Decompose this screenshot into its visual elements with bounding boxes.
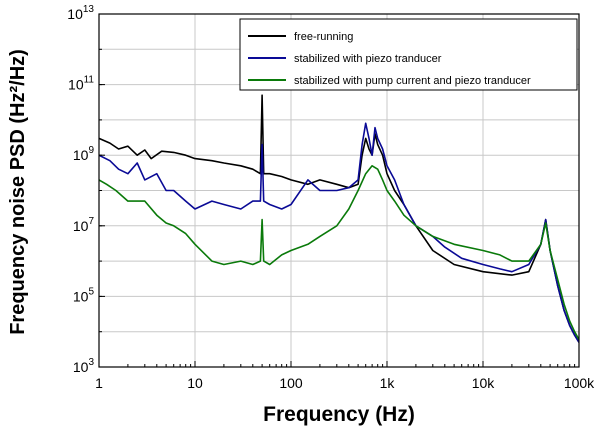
series-line-2 (99, 122, 579, 343)
legend: free-running stabilized with piezo trandu… (239, 18, 578, 91)
legend-label-1: free-running (294, 31, 353, 43)
y-tick-label: 107 (73, 216, 95, 234)
x-tick-label: 1 (95, 375, 103, 391)
x-tick-label: 100 (279, 375, 303, 391)
series-line-1 (99, 94, 579, 343)
y-tick-label: 105 (73, 286, 95, 304)
series-line-3 (99, 165, 579, 340)
legend-box (239, 18, 578, 91)
y-axis: 103 105 107 109 1011 1013 (67, 4, 105, 375)
x-tick-label: 10k (472, 375, 496, 391)
x-tick-label: 1k (380, 375, 396, 391)
series-layer (99, 94, 579, 343)
x-tick-label: 100k (564, 375, 595, 391)
y-tick-label: 1011 (68, 75, 94, 93)
y-tick-label: 1013 (67, 4, 94, 22)
x-tick-label: 10 (187, 375, 203, 391)
y-tick-label: 109 (73, 145, 95, 163)
y-axis-title: Frequency noise PSD (Hz²/Hz) (7, 49, 29, 335)
y-tick-label: 103 (73, 357, 95, 375)
legend-label-3: stabilized with pump current and piezo t… (294, 75, 531, 87)
x-axis: 1 10 100 1k 10k 100k (95, 361, 595, 391)
legend-label-2: stabilized with piezo tranducer (294, 53, 442, 65)
x-axis-title: Frequency (Hz) (263, 403, 415, 426)
